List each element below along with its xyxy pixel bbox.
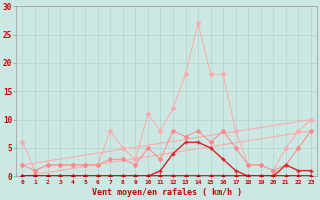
X-axis label: Vent moyen/en rafales ( km/h ): Vent moyen/en rafales ( km/h ) (92, 188, 242, 197)
